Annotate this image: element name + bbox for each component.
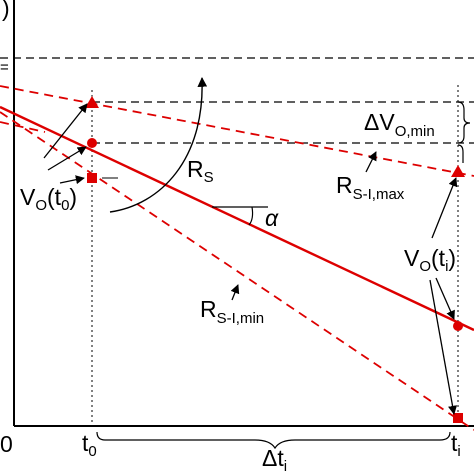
arrow-to-rmax-line <box>365 151 377 173</box>
arrow-vo0-to-circle <box>47 146 87 171</box>
arrow-vo0-to-square <box>59 175 85 185</box>
vo0-label: VO(t0) <box>20 184 77 214</box>
delta-v-label: ΔVO,min <box>364 109 435 140</box>
circle-marker-t0 <box>87 138 97 148</box>
short-red-dashed-line <box>0 121 46 133</box>
main-red-line <box>0 105 474 332</box>
triangle-marker-t0 <box>85 96 99 108</box>
arrow-voi-to-circle <box>435 277 455 320</box>
lower-bracket <box>457 144 464 163</box>
rotation-arrow <box>109 77 208 213</box>
ti-label: ti <box>451 430 461 460</box>
delta-t-label: Δti <box>262 445 287 474</box>
rmin-label: RS-I,min <box>200 296 264 327</box>
arrow-vo0-to-triangle <box>43 103 88 159</box>
circle-marker-ti <box>453 321 463 331</box>
delta-v-bracket <box>457 101 471 144</box>
rmax-label: RS-I,max <box>336 172 405 203</box>
voi-label: VO(ti) <box>404 245 456 275</box>
delta-t-bracket <box>96 431 451 450</box>
t0-label: t0 <box>82 430 97 460</box>
arrow-to-rmin-line <box>230 284 240 301</box>
rs-label: RS <box>187 156 214 186</box>
arrow-voi-to-square <box>429 279 458 415</box>
upper-red-dashed-line <box>0 85 474 177</box>
y-axis-label-fragment: ) <box>2 0 10 21</box>
lower-red-dashed-line <box>0 111 474 431</box>
y-reference-label-fragment: = <box>0 59 9 76</box>
alpha-label: α <box>265 205 279 231</box>
origin-label: 0 <box>0 431 13 457</box>
arrow-voi-to-triangle <box>431 177 458 239</box>
square-marker-t0 <box>87 173 97 183</box>
alpha-arc <box>248 206 254 226</box>
square-marker-ti <box>453 413 463 423</box>
triangle-marker-ti <box>451 165 465 177</box>
